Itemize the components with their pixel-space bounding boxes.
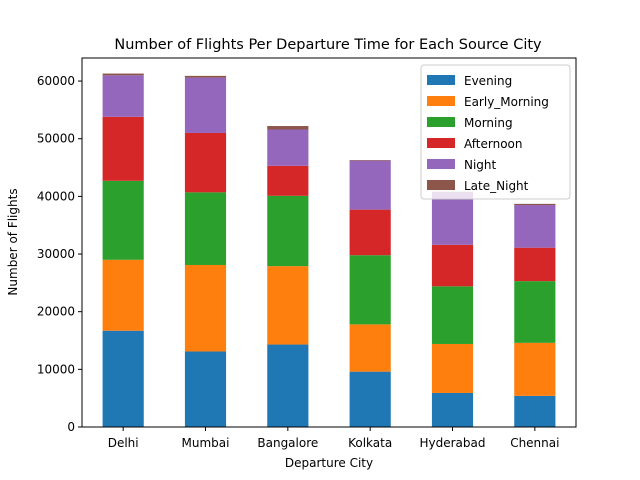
plot-frame (81, 57, 577, 428)
bar-segment (349, 324, 391, 372)
bar-segment (102, 180, 144, 260)
bar-segment (514, 203, 556, 206)
bar-segment (514, 247, 556, 282)
bar-segment (184, 132, 227, 193)
legend-swatch (427, 117, 455, 127)
legend-label: Late_Night (464, 179, 529, 193)
legend-label: Night (464, 158, 497, 172)
y-tick-label: 50000 (37, 132, 75, 146)
x-tick-label: Kolkata (348, 436, 392, 450)
legend-swatch (427, 180, 455, 190)
bar-segment (102, 75, 144, 117)
bar-segment (349, 160, 391, 161)
bar-segment (349, 209, 391, 256)
legend: Evening Early_Morning Morning Afternoon Nigh… (420, 64, 571, 200)
legend-swatch (427, 75, 455, 85)
bar-segment (267, 195, 309, 267)
legend-label: Early_Morning (464, 95, 549, 109)
x-tick-label: Chennai (510, 436, 559, 450)
legend-label: Evening (464, 74, 512, 88)
legend-swatch (427, 138, 455, 148)
bar-segment (431, 244, 474, 287)
bar-segment (267, 165, 309, 196)
x-tick-label: Hyderabad (420, 436, 486, 450)
bar-segment (102, 330, 144, 427)
y-tick-label: 10000 (37, 362, 75, 376)
bar-segment (349, 371, 391, 427)
bar-segment (184, 351, 227, 427)
bar-segment (431, 343, 474, 393)
legend-label: Afternoon (464, 137, 523, 151)
y-tick-label: 40000 (37, 189, 75, 203)
x-tick-label: Delhi (108, 436, 139, 450)
bar-segment (267, 344, 309, 427)
y-axis-label: Number of Flights (6, 188, 20, 295)
bar-segment (102, 259, 144, 331)
legend-label: Morning (464, 116, 513, 130)
bar-segment (514, 342, 556, 396)
y-tick-label: 30000 (37, 247, 75, 261)
y-tick-label: 60000 (37, 74, 75, 88)
bar-segment (349, 255, 391, 325)
bar-segment (431, 392, 474, 427)
bar-segment (514, 281, 556, 343)
bar-segment (431, 286, 474, 344)
bar-segment (184, 192, 227, 265)
x-axis-label: Departure City (285, 456, 373, 470)
chart-title: Number of Flights Per Departure Time for… (114, 37, 542, 53)
bar-segment (102, 116, 144, 181)
bar-segment (267, 266, 309, 345)
y-tick-label: 0 (67, 420, 75, 434)
y-axis: 0 10000 20000 30000 40000 50000 60000 (37, 74, 82, 434)
bar-segment (184, 264, 227, 352)
x-axis: Delhi Mumbai Bangalore Kolkata Hyderabad Chen… (108, 427, 559, 450)
bar-segment (431, 192, 474, 245)
bar-segment (267, 126, 309, 130)
bar-segment (349, 160, 391, 210)
bar-segment (184, 77, 227, 133)
bar-segment (267, 129, 309, 166)
bar-segment (102, 73, 144, 76)
x-tick-label: Mumbai (182, 436, 230, 450)
legend-swatch (427, 96, 455, 106)
bar-segment (514, 205, 556, 248)
legend-swatch (427, 159, 455, 169)
bars-layer (102, 73, 556, 427)
x-tick-label: Bangalore (257, 436, 318, 450)
legend-box (420, 64, 571, 200)
y-tick-label: 20000 (37, 305, 75, 319)
bar-segment (514, 395, 556, 427)
bar-segment (184, 75, 227, 78)
